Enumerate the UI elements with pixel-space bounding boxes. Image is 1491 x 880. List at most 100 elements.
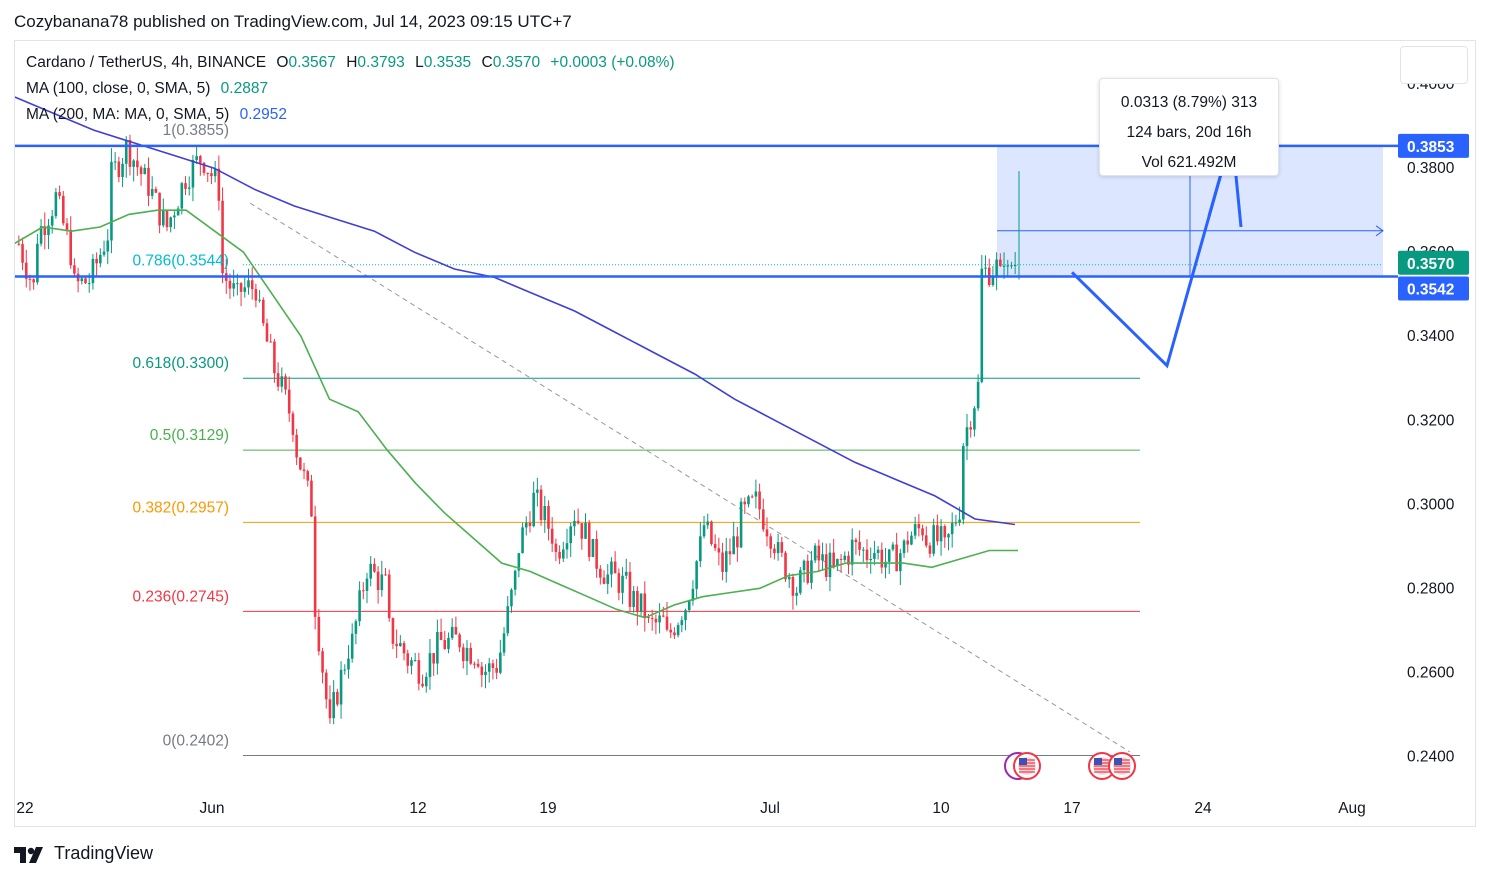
candle-body [295, 434, 298, 458]
candle-body [869, 558, 872, 561]
candle-body [350, 633, 354, 659]
toolbar-box[interactable] [1400, 46, 1468, 84]
candle-body [362, 590, 365, 592]
candle-body [480, 666, 484, 676]
fib-level-label: 0.618(0.3300) [132, 355, 229, 372]
candle-body [954, 522, 958, 524]
candle-body [887, 549, 891, 562]
candle-body [610, 561, 613, 575]
candle-body [780, 542, 784, 553]
trend-line-dashed [249, 202, 1131, 753]
candle-body [850, 539, 854, 565]
candle-body [73, 265, 76, 274]
candle-body [39, 226, 43, 244]
candle-body [739, 501, 743, 548]
candle-body [547, 506, 550, 529]
candle-body [402, 643, 406, 654]
candle-body [347, 658, 350, 670]
candle-body [710, 521, 713, 544]
close-number: 0.3570 [492, 54, 541, 71]
x-tick-label: 10 [932, 800, 950, 817]
candle-body [410, 660, 413, 666]
ma200-legend[interactable]: MA (200, MA: MA, 0, SMA, 5) 0.2952 [26, 106, 293, 124]
candle-body [117, 161, 121, 178]
candle-body [524, 522, 528, 528]
candle-body [328, 699, 332, 719]
x-tick-label: 24 [1194, 800, 1212, 817]
candle-body [699, 536, 702, 562]
price-axis-label: 0.3853 [1407, 139, 1455, 156]
candle-body [717, 548, 721, 553]
flag-canton [1114, 758, 1122, 765]
candle-body [176, 208, 180, 216]
candle-body [213, 168, 217, 177]
candle-body [339, 669, 343, 705]
candle-body [354, 621, 358, 634]
candle-body [184, 183, 187, 189]
tradingview-logo-icon [14, 846, 43, 863]
candle-body [543, 506, 547, 521]
candle-body [691, 588, 695, 601]
candle-body [313, 516, 317, 617]
candle-body [306, 471, 310, 481]
candle-body [299, 457, 302, 470]
x-tick-label: 17 [1063, 800, 1080, 817]
candle-body [517, 553, 521, 571]
measure-h-arrowhead [1375, 225, 1384, 237]
candle-body [1002, 265, 1006, 267]
candle-body [95, 258, 98, 264]
candle-body [232, 283, 235, 289]
candle-body [128, 140, 132, 167]
candle-body [536, 489, 539, 493]
candle-body [632, 590, 635, 607]
candle-body [262, 299, 265, 324]
candle-body [236, 283, 239, 285]
candle-body [343, 669, 347, 671]
candle-body [602, 577, 606, 584]
candle-body [217, 168, 221, 201]
candle-body [24, 262, 28, 279]
candle-body [387, 574, 391, 619]
candle-body [558, 551, 561, 559]
candle-body [180, 183, 184, 209]
symbol-title[interactable]: Cardano / TetherUS, 4h, BINANCE [26, 54, 267, 71]
candle-body [676, 625, 680, 636]
candle-body [210, 173, 213, 177]
candle-body [647, 617, 650, 619]
candle-body [150, 188, 154, 196]
candle-body [554, 543, 558, 552]
candle-body [839, 558, 843, 560]
ma100-legend[interactable]: MA (100, close, 0, SMA, 5) 0.2887 [26, 80, 274, 98]
candle-body [958, 519, 961, 523]
fib-level-label: 0.786(0.3544) [132, 253, 229, 270]
candle-body [791, 576, 795, 596]
candle-body [880, 549, 884, 568]
candle-body [406, 653, 410, 666]
candle-body [243, 287, 247, 292]
candle-body [743, 501, 747, 505]
ma100-value: 0.2887 [220, 80, 269, 97]
candle-body [687, 600, 691, 611]
x-tick-label: 22 [16, 800, 33, 817]
candle-body [317, 616, 321, 652]
candle-body [854, 539, 858, 543]
candle-body [395, 643, 398, 647]
candle-body [962, 445, 965, 520]
candle-body [454, 626, 458, 635]
candle-body [510, 589, 513, 607]
low-label: L [415, 54, 424, 71]
candle-body [154, 188, 158, 193]
candle-body [439, 632, 443, 640]
candle-body [684, 610, 687, 621]
candle-body [32, 279, 35, 283]
candle-body [54, 192, 58, 217]
candle-body [906, 540, 910, 545]
candle-body [380, 574, 384, 591]
low-number: 0.3535 [423, 54, 472, 71]
candle-body [336, 691, 339, 705]
footer-brand[interactable]: TradingView [14, 843, 153, 864]
candle-body [80, 278, 84, 282]
candle-body [762, 509, 765, 530]
price-axis-label-bg [1398, 276, 1469, 301]
